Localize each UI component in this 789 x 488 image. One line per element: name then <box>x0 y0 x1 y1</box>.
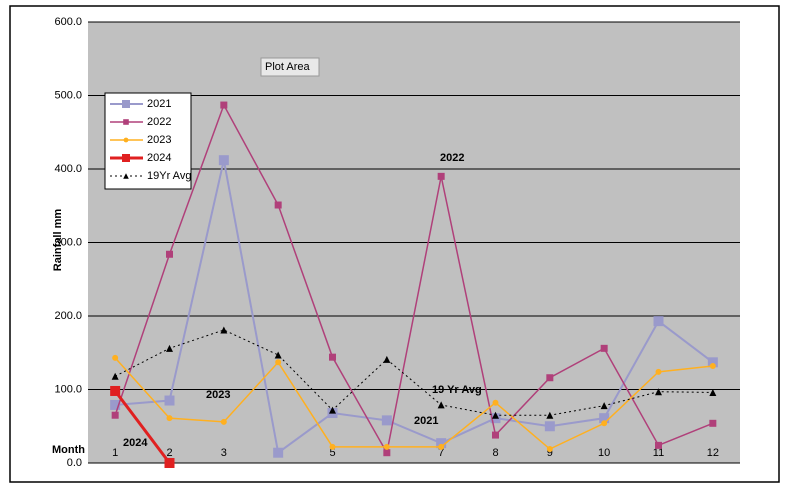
marker <box>601 420 608 427</box>
marker <box>329 353 336 361</box>
marker <box>438 443 445 450</box>
y-tick-label: 500.0 <box>54 89 82 101</box>
marker <box>274 201 282 209</box>
x-tick-label: 10 <box>598 447 610 459</box>
x-tick-label: 2 <box>166 447 172 459</box>
marker <box>166 415 173 422</box>
marker <box>275 359 282 366</box>
marker <box>437 401 445 409</box>
marker <box>112 354 119 361</box>
marker <box>436 438 447 449</box>
y-tick-label: 400.0 <box>54 163 82 175</box>
y-tick-label: 100.0 <box>54 383 82 395</box>
marker <box>220 326 228 334</box>
legend-marker <box>122 100 130 108</box>
annotation: 2024 <box>123 437 148 449</box>
marker <box>492 411 499 419</box>
marker <box>655 368 662 375</box>
marker <box>653 316 664 327</box>
marker <box>655 441 662 449</box>
legend-label: 2024 <box>147 152 171 164</box>
legend-marker <box>123 119 129 125</box>
series-line <box>114 357 713 450</box>
marker <box>546 374 554 382</box>
series-line <box>115 159 714 455</box>
marker <box>492 431 499 439</box>
marker <box>383 443 390 450</box>
y-tick-label: 600.0 <box>54 16 82 28</box>
annotation-box <box>260 57 320 77</box>
y-tick-label: 200.0 <box>54 310 82 322</box>
marker <box>220 101 228 109</box>
annotation: 19 Yr Avg <box>432 384 482 396</box>
x-tick-label: 3 <box>221 447 227 459</box>
marker <box>111 411 119 419</box>
marker <box>599 413 610 424</box>
annotation: Plot Area <box>265 61 311 73</box>
legend-marker <box>123 173 129 179</box>
x-tick-label: 5 <box>329 447 335 459</box>
x-tick-label: 1 <box>112 447 118 459</box>
marker <box>546 411 554 419</box>
series-line <box>114 103 714 455</box>
marker <box>166 250 173 258</box>
legend-marker <box>123 137 129 143</box>
marker <box>544 421 555 432</box>
marker <box>546 446 553 453</box>
marker <box>709 388 717 396</box>
marker <box>164 395 175 406</box>
marker <box>492 399 499 406</box>
marker <box>383 355 391 363</box>
x-tick-label: 9 <box>547 447 553 459</box>
annotation: 2022 <box>440 152 464 164</box>
marker <box>600 402 608 410</box>
marker <box>110 385 121 396</box>
annotation: 2023 <box>206 389 230 401</box>
marker <box>220 418 227 425</box>
x-tick-label: 12 <box>707 447 719 459</box>
series-line <box>114 329 713 416</box>
marker <box>218 155 229 166</box>
y-axis-label: Rainfall mm <box>52 209 64 272</box>
marker <box>600 344 608 352</box>
legend-label: 19Yr Avg <box>147 170 191 182</box>
marker <box>166 344 173 352</box>
marker <box>111 372 119 380</box>
legend-label: 2022 <box>147 116 171 128</box>
marker <box>274 351 282 359</box>
legend-label: 2023 <box>147 134 171 146</box>
y-tick-label: 0.0 <box>67 457 82 469</box>
series-line <box>113 390 171 464</box>
marker <box>709 362 716 369</box>
marker <box>655 388 662 396</box>
x-tick-label: 11 <box>653 447 664 459</box>
legend-label: 2021 <box>147 98 171 110</box>
marker <box>164 458 175 468</box>
annotation: 2021 <box>414 415 438 427</box>
marker <box>707 357 718 368</box>
legend-marker <box>122 154 130 162</box>
y-tick-label: 300.0 <box>54 236 82 248</box>
marker <box>110 399 121 410</box>
marker <box>437 172 445 180</box>
x-tick-label: 8 <box>492 447 498 459</box>
marker <box>329 443 336 450</box>
marker <box>273 447 284 458</box>
marker <box>383 449 391 457</box>
marker <box>381 415 392 426</box>
marker <box>709 419 717 427</box>
x-tick-label: 7 <box>438 447 444 459</box>
x-axis-label: Month <box>52 444 85 456</box>
legend-box <box>104 92 192 190</box>
marker <box>329 406 336 414</box>
